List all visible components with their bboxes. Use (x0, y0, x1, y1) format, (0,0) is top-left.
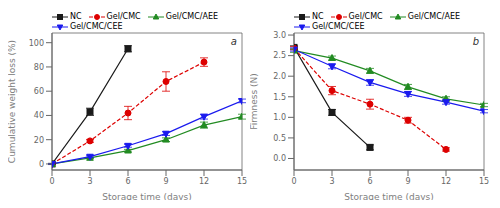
html-text:Gel/CMC/CEE: Gel/CMC/CEE (70, 22, 123, 31)
html-text:Gel/CMC/AEE: Gel/CMC/AEE (407, 12, 461, 21)
svg-text:6: 6 (125, 177, 130, 186)
svg-text:40: 40 (34, 111, 44, 120)
svg-text:Storage time (days): Storage time (days) (102, 192, 192, 200)
svg-text:20: 20 (34, 136, 44, 145)
html-text:Gel/CMC: Gel/CMC (106, 12, 141, 21)
html-text:NC: NC (312, 12, 324, 21)
svg-text:0: 0 (49, 177, 54, 186)
svg-text:6: 6 (367, 177, 372, 186)
svg-text:3.0: 3.0 (273, 31, 286, 40)
svg-text:60: 60 (34, 87, 44, 96)
svg-text:0.0: 0.0 (273, 154, 286, 163)
svg-text:100: 100 (29, 39, 44, 48)
svg-text:9: 9 (163, 177, 168, 186)
html-text:Gel/CMC/CEE: Gel/CMC/CEE (312, 22, 365, 31)
svg-text:80: 80 (34, 63, 44, 72)
svg-text:9: 9 (405, 177, 410, 186)
svg-text:0.5: 0.5 (273, 134, 286, 143)
svg-text:2.5: 2.5 (273, 51, 286, 60)
html-text:NC: NC (70, 12, 82, 21)
svg-text:Cumulative weight loss (%): Cumulative weight loss (%) (8, 40, 17, 163)
svg-text:a: a (231, 36, 237, 47)
svg-text:3: 3 (329, 177, 334, 186)
svg-text:Storage time (days): Storage time (days) (344, 192, 434, 200)
svg-text:12: 12 (441, 177, 451, 186)
svg-text:Firmness (N): Firmness (N) (250, 73, 259, 130)
svg-text:b: b (473, 36, 479, 47)
html-text:Gel/CMC: Gel/CMC (348, 12, 383, 21)
svg-text:3: 3 (87, 177, 92, 186)
svg-text:0: 0 (291, 177, 296, 186)
svg-text:1.5: 1.5 (273, 93, 286, 102)
svg-text:1.0: 1.0 (273, 113, 286, 122)
svg-text:0: 0 (39, 160, 44, 169)
svg-text:15: 15 (237, 177, 247, 186)
html-text:Gel/CMC/AEE: Gel/CMC/AEE (165, 12, 219, 21)
svg-text:12: 12 (199, 177, 209, 186)
svg-text:15: 15 (479, 177, 489, 186)
svg-text:2.0: 2.0 (273, 72, 286, 81)
